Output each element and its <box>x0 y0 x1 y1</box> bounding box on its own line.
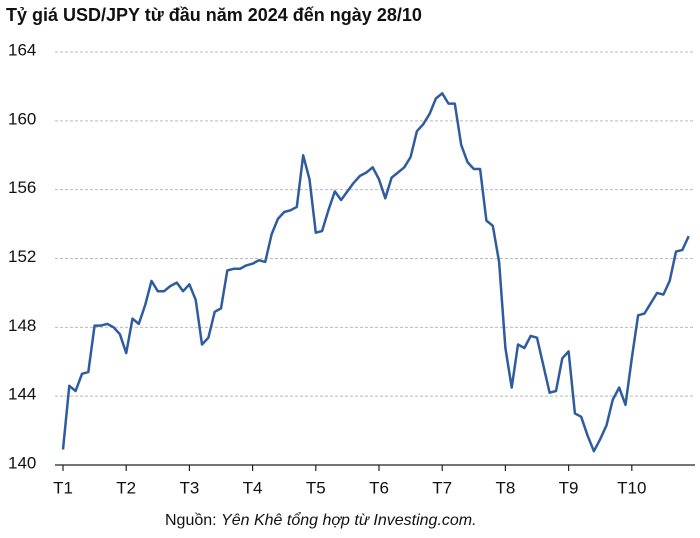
source-prefix: Nguồn: <box>165 512 217 529</box>
source: Nguồn: Yên Khê tổng hợp từ Investing.com… <box>165 511 477 529</box>
x-tick-label: T10 <box>617 478 646 497</box>
x-tick-label: T2 <box>116 478 136 497</box>
y-tick-label: 140 <box>8 453 36 472</box>
y-tick-label: 164 <box>8 40 36 59</box>
x-tick-label: T4 <box>243 478 263 497</box>
chart-title: Tỷ giá USD/JPY từ đầu năm 2024 đến ngày … <box>6 5 422 25</box>
y-tick-label: 148 <box>8 316 36 335</box>
x-tick-label: T9 <box>559 478 579 497</box>
y-tick-label: 152 <box>8 247 36 266</box>
x-tick-label: T5 <box>306 478 326 497</box>
y-tick-label: 160 <box>8 109 36 128</box>
y-tick-label: 144 <box>8 385 36 404</box>
line-series <box>61 92 690 453</box>
x-tick-label: T1 <box>53 478 73 497</box>
y-tick-label: 156 <box>8 178 36 197</box>
source-text: Yên Khê tổng hợp từ Investing.com. <box>221 511 477 529</box>
x-tick-label: T8 <box>495 478 515 497</box>
x-tick-label: T7 <box>432 478 452 497</box>
x-tick-label: T3 <box>179 478 199 497</box>
x-tick-label: T6 <box>369 478 389 497</box>
